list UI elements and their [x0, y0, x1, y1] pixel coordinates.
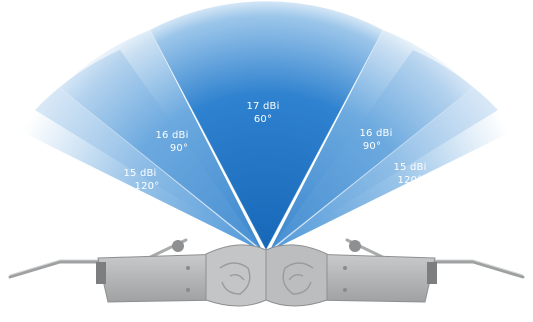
beam-label-center: 17 dBi 60° — [246, 100, 279, 126]
beam-gain: 16 dBi — [155, 130, 189, 141]
beam-center-60 — [150, 1, 383, 250]
beam-gain: 16 dBi — [359, 128, 393, 139]
beam-angle: 120° — [397, 175, 423, 186]
beam-gain: 15 dBi — [123, 168, 157, 179]
beam-gain: 17 dBi — [246, 101, 280, 112]
beam-angle: 60° — [253, 114, 273, 125]
beam-label-left-90: 16 dBi 90° — [155, 129, 188, 155]
beam-angle: 90° — [362, 141, 382, 152]
beam-label-right-120: 15 dBi 120° — [393, 161, 426, 187]
beam-angle: 120° — [134, 181, 160, 192]
beam-right-120 — [272, 88, 519, 250]
beam-angle: 90° — [169, 143, 189, 154]
beam-label-left-120: 15 dBi 120° — [121, 167, 160, 193]
beam-gain: 15 dBi — [393, 162, 427, 173]
beam-label-right-90: 16 dBi 90° — [359, 127, 392, 153]
beam-left-120 — [14, 88, 260, 250]
mounting-bracket — [8, 260, 525, 279]
beam-left-90 — [60, 30, 262, 250]
beam-right-90 — [270, 30, 473, 250]
